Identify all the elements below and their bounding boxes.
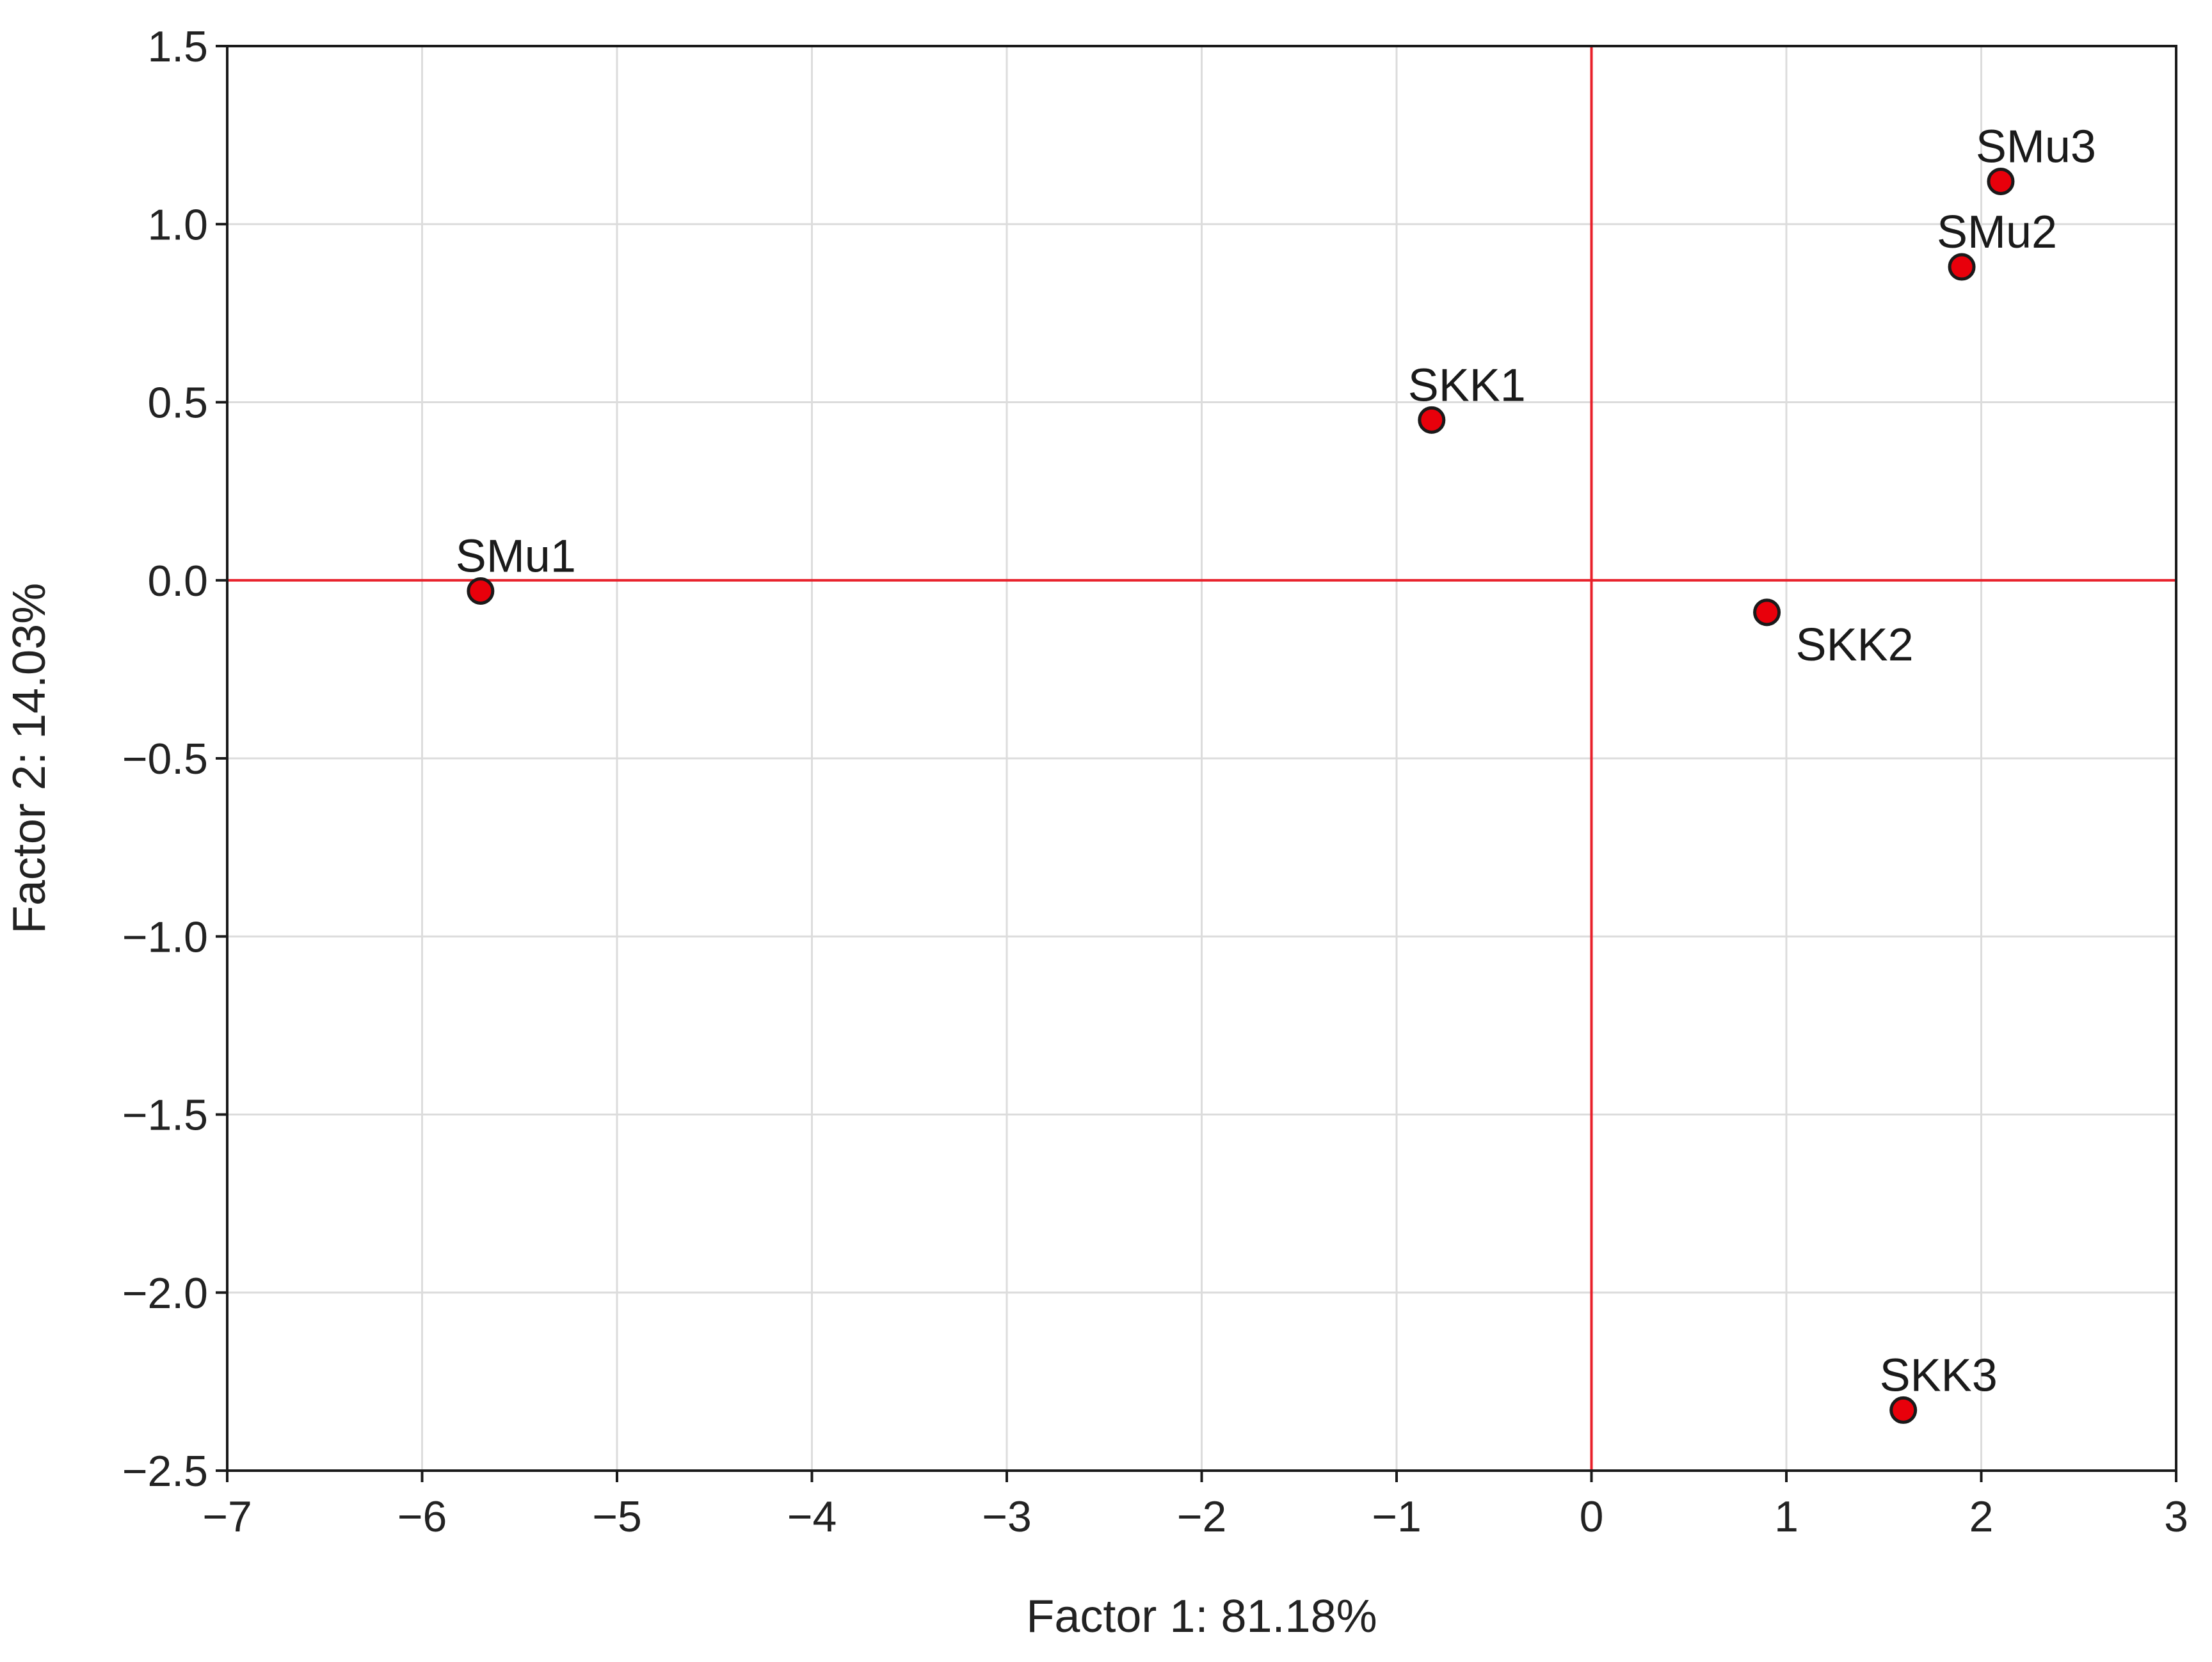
y-tick-label: −0.5	[122, 735, 208, 783]
x-tick-label: 0	[1580, 1492, 1604, 1541]
y-tick-label: −2.5	[122, 1447, 208, 1496]
y-tick-label: 1.5	[147, 22, 208, 71]
data-point-label: SMu1	[456, 531, 576, 582]
grid-lines	[226, 45, 2177, 1472]
data-point-marker	[1987, 167, 2015, 195]
y-tick-label: −2.0	[122, 1269, 208, 1318]
y-tick-label: 0.5	[147, 379, 208, 427]
x-tick-label: −2	[1177, 1492, 1227, 1541]
data-point-label: SMu2	[1937, 207, 2057, 258]
y-tick-label: −1.0	[122, 913, 208, 961]
y-tick-label: 0.0	[147, 557, 208, 605]
reference-lines	[227, 46, 2176, 1471]
y-tick-label: −1.5	[122, 1091, 208, 1140]
data-point-marker	[467, 577, 495, 605]
axis-ticks: −7 −6 −5 −4 −3 −2 −1 0 1 2 3 1.5 1.0 0.5 0.0 −0.5 −1.0 −1…	[122, 22, 2188, 1541]
x-tick-label: −4	[787, 1492, 837, 1541]
y-axis-title: Factor 2: 14.03%	[4, 583, 55, 934]
x-tick-label: −7	[202, 1492, 252, 1541]
data-point-label: SKK1	[1408, 360, 1526, 411]
data-points: SMu1 SKK1 SMu3 SMu2 SKK2 SKK3	[456, 121, 2096, 1424]
data-point-marker	[1889, 1396, 1918, 1424]
x-tick-label: 2	[1969, 1492, 1994, 1541]
data-point-label: SMu3	[1976, 121, 2096, 172]
x-tick-label: −3	[982, 1492, 1032, 1541]
data-point-marker	[1418, 406, 1446, 434]
x-axis-title: Factor 1: 81.18%	[1026, 1591, 1377, 1642]
y-tick-label: 1.0	[147, 200, 208, 249]
data-point-marker	[1753, 598, 1781, 627]
x-tick-label: −5	[592, 1492, 642, 1541]
x-tick-label: −1	[1372, 1492, 1422, 1541]
data-point-label: SKK2	[1796, 619, 1914, 671]
x-tick-label: −6	[397, 1492, 447, 1541]
data-point-label: SKK3	[1880, 1350, 1998, 1401]
data-point-marker	[1948, 253, 1976, 281]
x-tick-label: 3	[2164, 1492, 2188, 1541]
x-tick-label: 1	[1774, 1492, 1799, 1541]
